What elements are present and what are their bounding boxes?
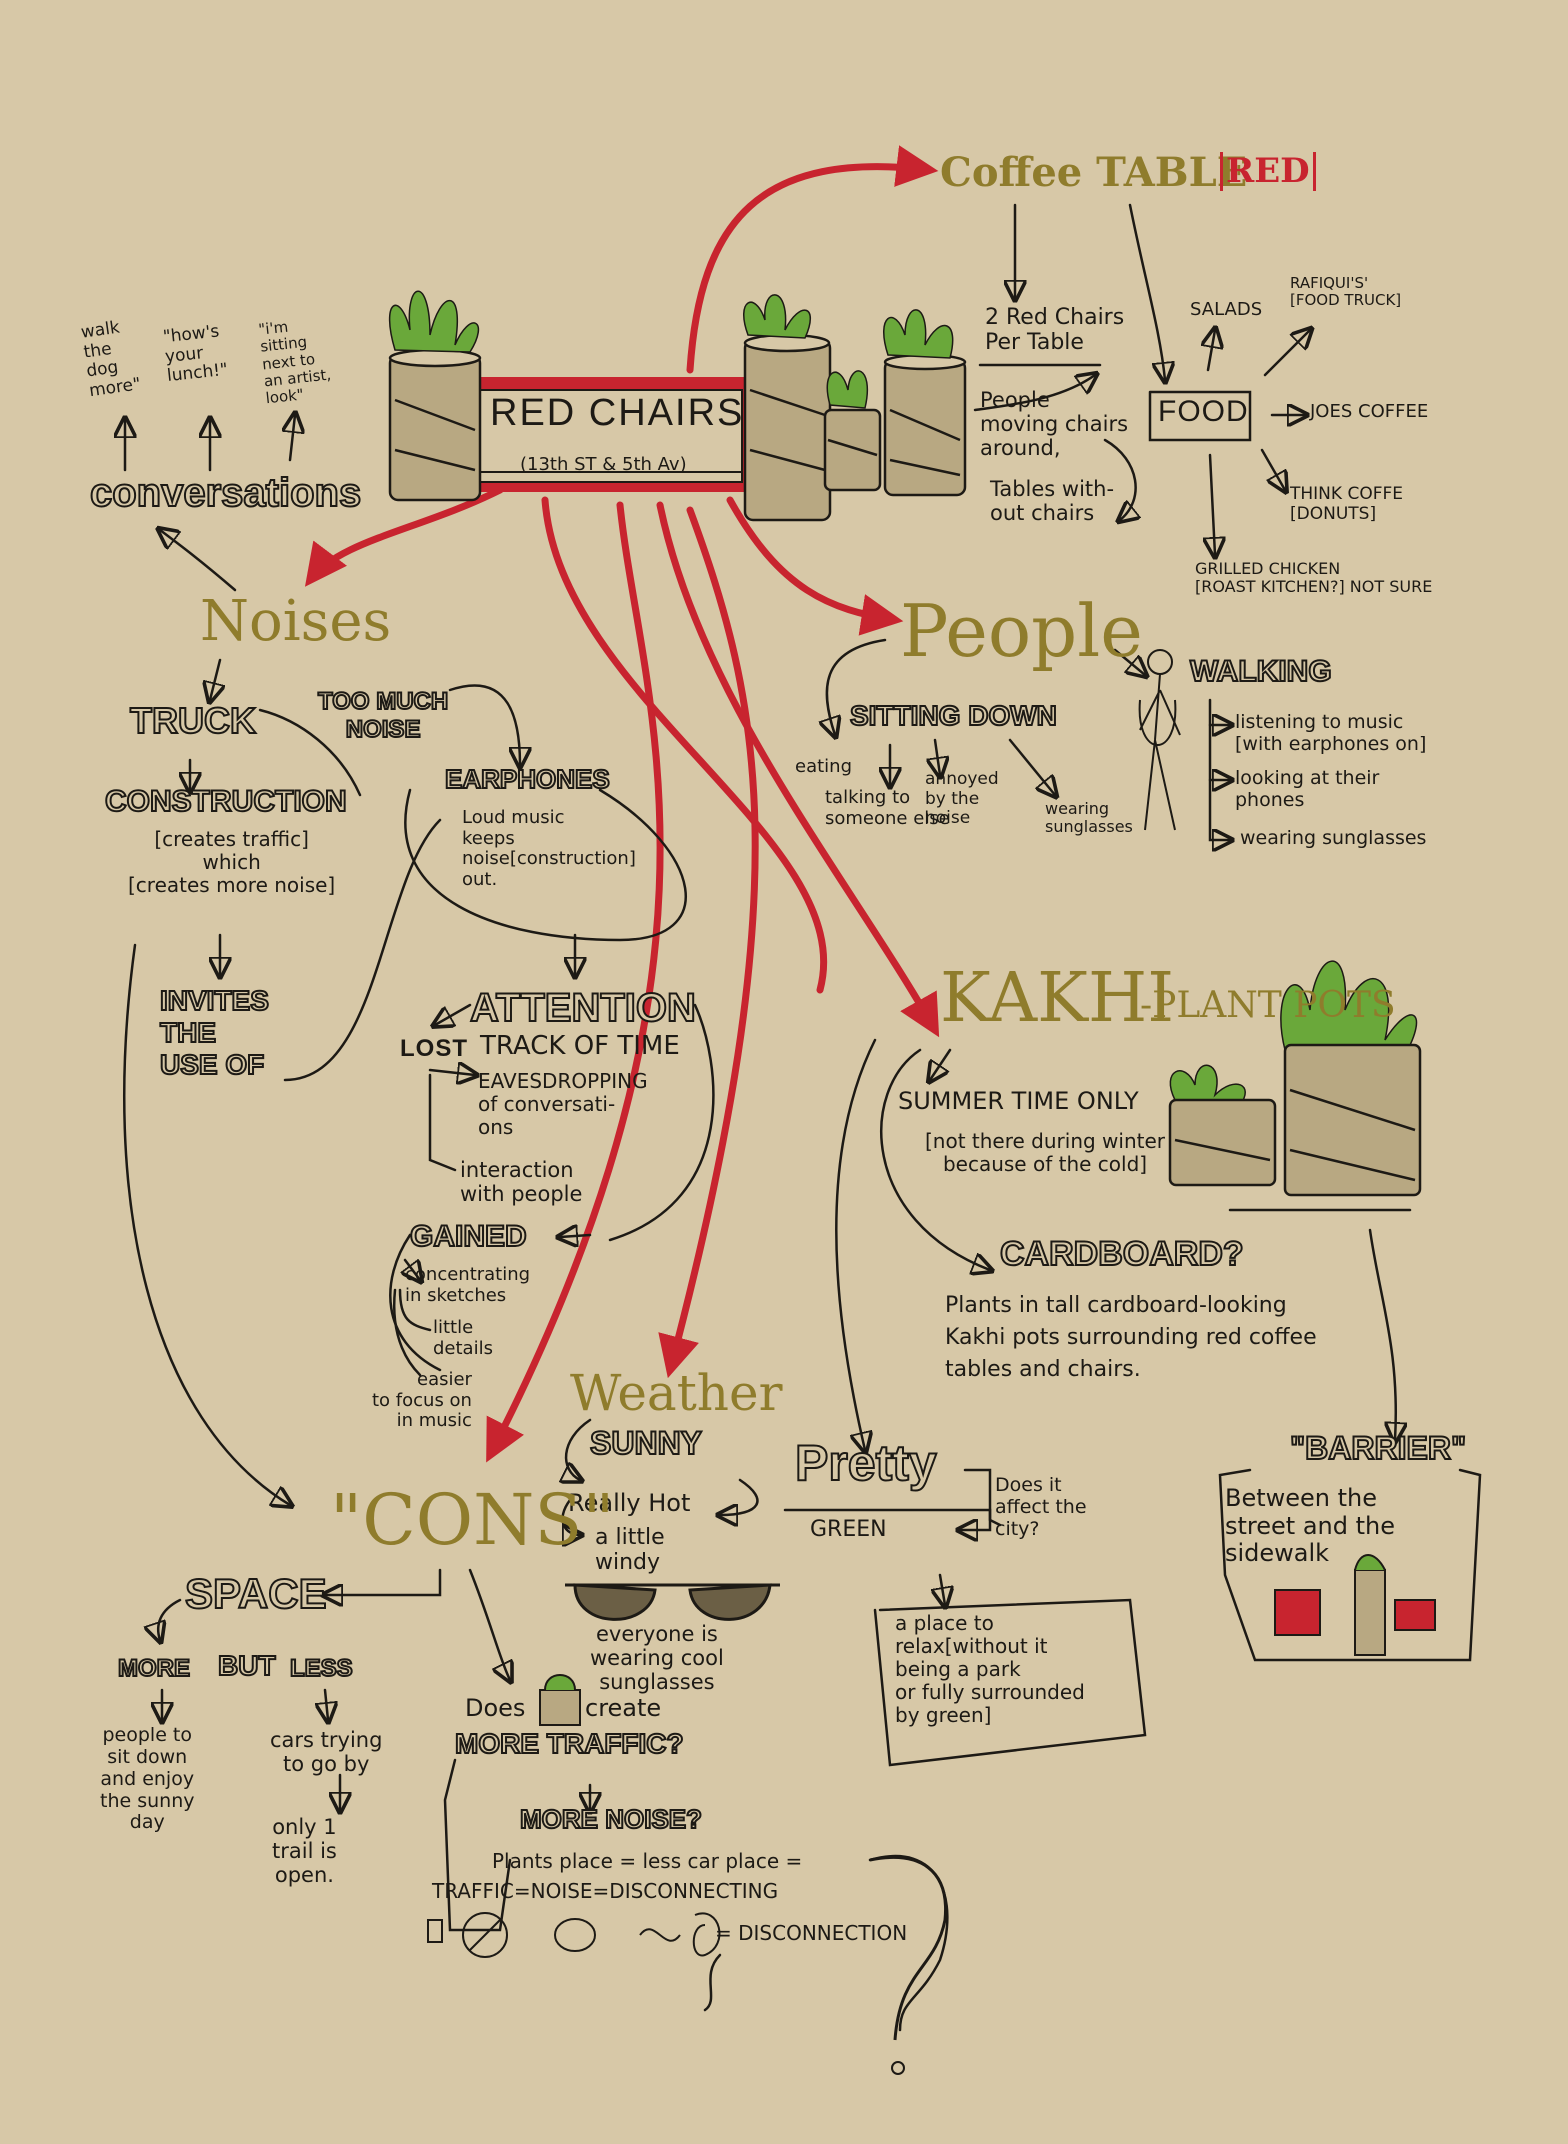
ink-arrows — [124, 203, 1482, 2032]
arrow-to-noises — [304, 486, 504, 587]
attention-easier: easier to focus on in music — [372, 1369, 472, 1432]
attention-track: TRACK OF TIME — [480, 1031, 680, 1061]
arrow-to-people — [726, 496, 904, 636]
red-chairs-group — [455, 377, 755, 492]
noises-loud-music: Loud music keeps noise[construction] out… — [462, 807, 636, 891]
arrow-to-weather — [658, 506, 759, 1379]
weather-everyone: everyone is wearing cool sunglasses — [590, 1622, 724, 1695]
coffee-people-moving: People moving chairs around, — [980, 388, 1129, 461]
barrier-desc: Between the street and the sidewalk — [1225, 1484, 1395, 1568]
kakhi-summer: SUMMER TIME ONLY — [898, 1087, 1139, 1115]
cons-more-noise: MORE NOISE? — [519, 1803, 703, 1835]
noises-creates: [creates traffic] which [creates more no… — [128, 827, 336, 897]
barrier-chairs-sketch — [1274, 1554, 1436, 1656]
attention-concentrating: concentrating in sketches — [405, 1264, 531, 1306]
kakhi-pots — [1168, 1043, 1422, 1197]
weather-windy: a little windy — [595, 1525, 665, 1576]
conversation-quote-dog: walk the dog more" — [79, 317, 142, 401]
barrier-title: "BARRIER" — [1289, 1429, 1467, 1467]
kakhi-plants-desc: Plants in tall cardboard-looking Kakhi p… — [945, 1293, 1317, 1382]
noises-earphones: EARPHONES — [444, 763, 611, 795]
noises-invites: INVITES THE USE OF — [159, 984, 270, 1081]
coffee-table-tag: RED — [1220, 151, 1316, 192]
people-listening: listening to music [with earphones on] — [1235, 711, 1427, 755]
food-joes: JOES COFFEE — [1310, 401, 1429, 422]
attention-interaction: interaction with people — [460, 1158, 583, 1207]
people-looking: looking at their phones — [1235, 767, 1380, 811]
people-walking: WALKING — [1189, 654, 1333, 689]
cons-plants-place: Plants place = less car place = — [492, 1849, 803, 1873]
cons-more: MORE — [117, 1654, 191, 1683]
conversations-title: conversations — [89, 470, 362, 516]
noises-too-much: TOO MUCH NOISE — [317, 687, 449, 744]
cons-cars: cars trying to go by — [270, 1728, 383, 1777]
question-mark-sketch — [869, 1856, 948, 2041]
noises-title: Noises — [200, 589, 392, 654]
cons-but: BUT — [217, 1649, 277, 1682]
cons-does: Does — [465, 1694, 526, 1722]
plant-leaves — [388, 290, 1418, 1106]
food-salads: SALADS — [1190, 299, 1263, 320]
cons-create: create — [585, 1694, 662, 1722]
food-think: THINK COFFE [DONUTS] — [1290, 484, 1403, 524]
attention-lost: LOST — [400, 1035, 468, 1062]
cons-title: "CONS" — [330, 1479, 615, 1561]
arrow-to-coffee-table — [686, 145, 939, 374]
kakhi-plant-pots: -PLANT POTS — [1140, 985, 1396, 1026]
kakhi-cardboard: CARDBOARD? — [999, 1234, 1245, 1274]
kakhi-not-there: [not there during winter because of the … — [925, 1129, 1166, 1176]
attention-title: ATTENTION — [469, 985, 697, 1031]
conversation-quote-lunch: "how's your lunch!" — [161, 321, 229, 387]
people-sitting: SITTING DOWN — [849, 699, 1058, 732]
cons-only: only 1 trail is open. — [272, 1815, 337, 1888]
pot-icon — [539, 1674, 581, 1726]
people-wearing: wearing sunglasses — [1045, 799, 1133, 837]
cons-people-sit: people to sit down and enjoy the sunny d… — [100, 1724, 195, 1834]
arrow-to-kakhi — [656, 501, 940, 1038]
pretty-title: Pretty — [794, 1434, 938, 1492]
weather-title: Weather — [570, 1364, 783, 1422]
attention-little: little details — [433, 1317, 493, 1359]
conversation-quote-artist: "i'm sitting next to an artist, look" — [257, 317, 332, 408]
pretty-relax: a place to relax[without it being a park… — [895, 1611, 1085, 1727]
walking-person-sketch — [1138, 649, 1181, 831]
arrow-to-cons — [486, 501, 664, 1463]
cons-space: SPACE — [184, 1569, 328, 1618]
sunglasses-sketch — [565, 1583, 780, 1621]
food-grilled: GRILLED CHICKEN [ROAST KITCHEN?] NOT SUR… — [1195, 559, 1433, 597]
pretty-affect: Does it affect the city? — [995, 1474, 1087, 1540]
food-rafiquis: RAFIQUI'S' [FOOD TRUCK] — [1290, 274, 1402, 310]
people-title: People — [900, 589, 1143, 673]
equation-icons — [427, 1912, 721, 1958]
attention-gained: GAINED — [409, 1219, 528, 1254]
people-annoyed: annoyed by the noise — [925, 769, 999, 829]
cons-less: LESS — [289, 1654, 354, 1683]
people-talking: talking to someone else — [825, 787, 950, 829]
people-walk-sunglasses: wearing sunglasses — [1240, 827, 1427, 849]
coffee-table-title: Coffee TABLE — [940, 149, 1248, 196]
arrow-loop — [541, 496, 828, 994]
kakhi-title: KAKHI — [940, 959, 1175, 1038]
coffee-chairs-per-table: 2 Red Chairs Per Table — [985, 305, 1125, 356]
red-arrows — [304, 145, 940, 1463]
cons-traffic-eq: TRAFFIC=NOISE=DISCONNECTING — [432, 1879, 779, 1903]
pretty-green: GREEN — [810, 1517, 887, 1542]
attention-eaves: EAVESDROPPING of conversati- ons — [478, 1069, 648, 1139]
noises-truck: TRUCK — [129, 699, 257, 742]
coffee-tables-without: Tables with- out chairs — [990, 477, 1115, 526]
red-chairs-location: (13th ST & 5th Av) — [520, 454, 687, 475]
weather-sunny: SUNNY — [589, 1424, 703, 1462]
food-label: FOOD — [1158, 395, 1249, 428]
people-eating: eating — [795, 756, 852, 777]
cons-more-traffic: MORE TRAFFIC? — [454, 1727, 685, 1760]
plant-pots — [388, 333, 967, 522]
red-chairs-title: RED CHAIRS — [490, 392, 745, 434]
weather-hot: Really Hot — [568, 1489, 691, 1517]
cons-disconnection: = DISCONNECTION — [715, 1921, 908, 1945]
noises-construction: CONSTRUCTION — [104, 784, 348, 819]
